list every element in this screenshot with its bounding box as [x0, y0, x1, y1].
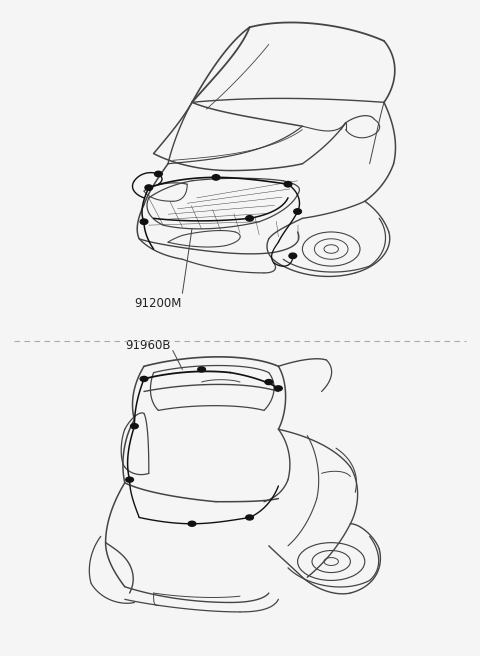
- Circle shape: [294, 209, 301, 215]
- Circle shape: [275, 386, 282, 391]
- Circle shape: [145, 185, 153, 190]
- Circle shape: [212, 174, 220, 180]
- Circle shape: [265, 380, 273, 384]
- Circle shape: [284, 182, 292, 187]
- Circle shape: [140, 219, 148, 224]
- Circle shape: [246, 216, 253, 221]
- Circle shape: [198, 367, 205, 372]
- Circle shape: [188, 522, 196, 526]
- Circle shape: [289, 253, 297, 258]
- Circle shape: [155, 171, 162, 176]
- Text: 91960B: 91960B: [125, 339, 170, 352]
- Circle shape: [131, 424, 138, 428]
- Text: 91200M: 91200M: [134, 297, 182, 310]
- Circle shape: [140, 377, 148, 381]
- Circle shape: [126, 477, 133, 482]
- Circle shape: [246, 515, 253, 520]
